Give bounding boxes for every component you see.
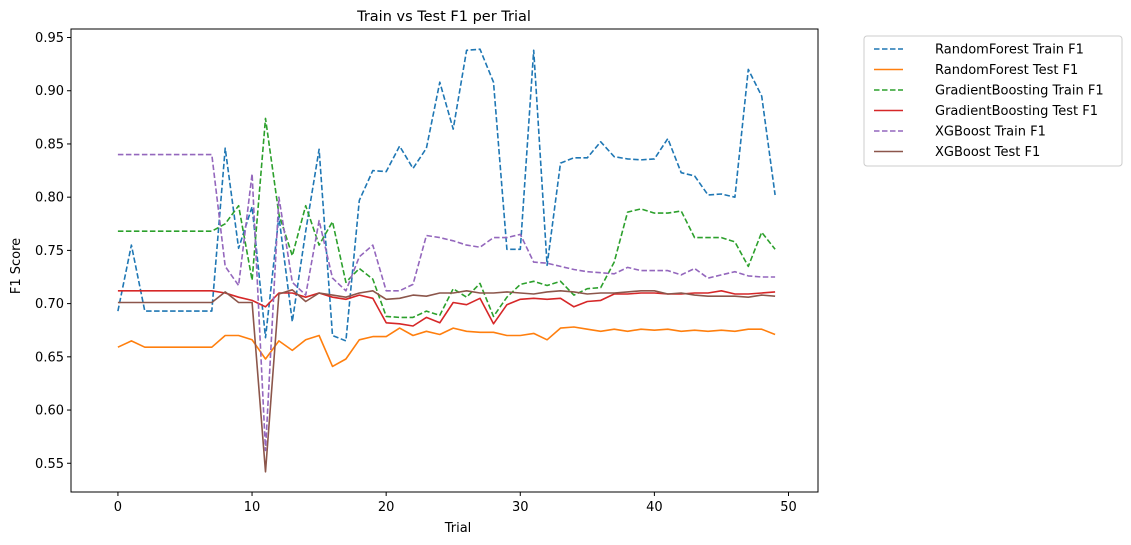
y-tick-label: 0.65 — [35, 350, 64, 365]
plot-area — [117, 48, 776, 473]
y-tick-label: 0.85 — [35, 137, 64, 152]
y-tick-label: 0.95 — [35, 31, 64, 46]
legend: RandomForest Train F1 RandomForest Test F… — [863, 35, 1123, 167]
legend-label-2: RandomForest Test F1 — [935, 63, 1078, 78]
y-tick-label: 0.70 — [35, 297, 64, 312]
y-tick-label: 0.55 — [35, 457, 64, 472]
legend-label-6: XGBoost Test F1 — [935, 145, 1040, 160]
series-line-1 — [117, 48, 776, 342]
x-tick-label: 30 — [512, 500, 529, 515]
y-tick-label: 0.75 — [35, 244, 64, 259]
y-tick-label: 0.80 — [35, 191, 64, 206]
chart-title: Train vs Test F1 per Trial — [356, 9, 531, 25]
series-line-2 — [117, 326, 776, 368]
legend-label-5: XGBoost Train F1 — [935, 125, 1046, 140]
y-tick-label: 0.60 — [35, 404, 64, 419]
legend-box — [863, 35, 1123, 167]
series-line-4 — [117, 289, 776, 327]
legend-label-3: GradientBoosting Train F1 — [935, 84, 1104, 99]
x-tick-label: 50 — [780, 500, 797, 515]
x-tick-label: 0 — [114, 500, 122, 515]
x-tick-label: 40 — [646, 500, 663, 515]
x-tick-label: 10 — [244, 500, 261, 515]
y-tick-label: 0.90 — [35, 84, 64, 99]
legend-label-4: GradientBoosting Test F1 — [935, 104, 1098, 119]
series-line-6 — [117, 288, 776, 473]
x-tick-label: 20 — [378, 500, 395, 515]
y-axis: 0.55 0.60 0.65 0.70 0.75 0.80 0.85 0.90 0.95 — [35, 31, 71, 472]
series-line-5 — [117, 153, 776, 452]
y-axis-title: F1 Score — [9, 238, 24, 294]
axes-frame — [70, 28, 819, 493]
x-axis: 0 10 20 30 40 50 — [114, 492, 797, 515]
legend-label-1: RandomForest Train F1 — [935, 43, 1084, 58]
series-line-3 — [117, 117, 776, 319]
x-axis-title: Trial — [444, 521, 472, 536]
